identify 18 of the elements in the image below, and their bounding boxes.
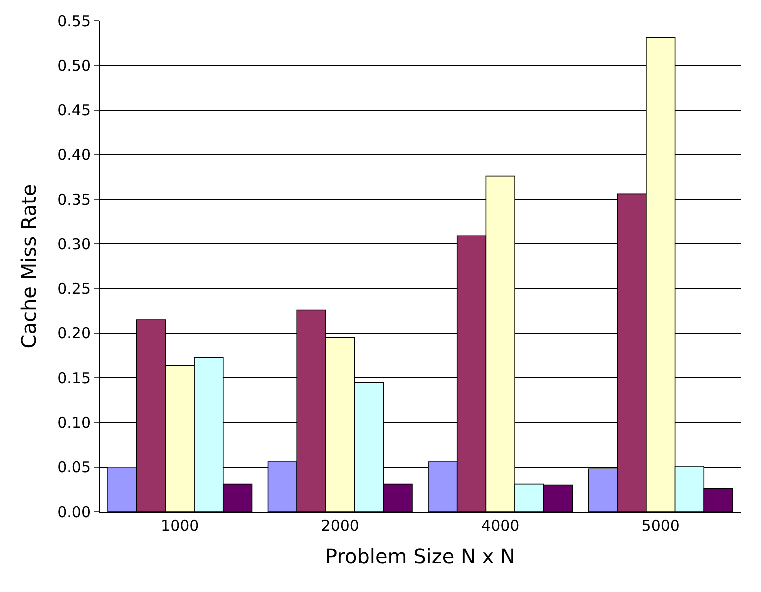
x-tick-label: 1000 <box>161 517 200 535</box>
y-axis-title: Cache Miss Rate <box>17 184 42 349</box>
y-tick-label: 0.30 <box>58 235 91 254</box>
y-tick-label: 0.55 <box>58 12 91 30</box>
y-tick-label: 0.05 <box>58 458 91 477</box>
y-tick-label: 0.45 <box>58 102 91 120</box>
y-tick-label: 0.25 <box>58 280 91 298</box>
y-tick-label: 0.40 <box>58 146 91 164</box>
x-tick-label: 2000 <box>321 517 360 535</box>
x-axis-title: Problem Size N x N <box>325 544 516 568</box>
y-tick-label: 0.00 <box>58 503 91 522</box>
x-tick-label: 4000 <box>482 517 520 535</box>
y-tick-label: 0.35 <box>58 190 91 209</box>
y-tick-label: 0.15 <box>58 369 91 388</box>
x-tick-label: 5000 <box>642 517 680 535</box>
y-tick-label: 0.10 <box>58 414 91 432</box>
y-tick-label: 0.50 <box>58 56 91 75</box>
y-tick-label: 0.20 <box>58 324 91 343</box>
